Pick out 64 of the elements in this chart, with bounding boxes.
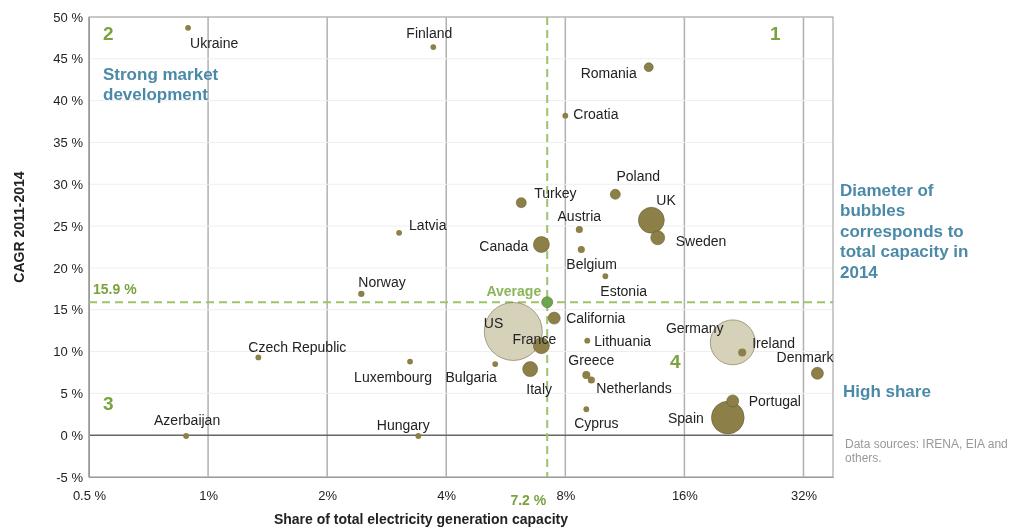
annotation: Ireland bbox=[752, 335, 796, 352]
y-tick-label: 35 % bbox=[53, 135, 84, 151]
y-tick-label: 10 % bbox=[53, 344, 84, 360]
annotation: France bbox=[512, 330, 557, 347]
annotation: Portugal bbox=[748, 392, 801, 409]
annotation: Turkey bbox=[534, 184, 577, 201]
annotation: Germany bbox=[665, 320, 724, 337]
annotation: 4 bbox=[670, 351, 681, 372]
text: Diameter of bubbles corresponds to total capacity in 2014 bbox=[840, 181, 969, 282]
y-tick-label: 20 % bbox=[53, 260, 84, 276]
annotation: Bulgaria bbox=[445, 368, 498, 385]
annotation: Romania bbox=[580, 65, 637, 82]
y-tick-label: 50 % bbox=[53, 9, 84, 25]
annotation: Denmark bbox=[776, 349, 835, 366]
annotation: Netherlands bbox=[596, 379, 672, 396]
annotation: Spain bbox=[668, 409, 704, 426]
y-tick-label: 0 % bbox=[60, 427, 84, 443]
annotation: 3 bbox=[103, 393, 114, 414]
annotation: Austria bbox=[557, 208, 602, 225]
annotation: Croatia bbox=[573, 105, 619, 122]
annotation: Belgium bbox=[566, 256, 617, 273]
annotation: UK bbox=[656, 192, 677, 209]
y-tick-label: -5 % bbox=[56, 469, 84, 485]
text: Data sources: IRENA, EIA and others. bbox=[845, 437, 1008, 466]
x-tick-label: 32% bbox=[790, 488, 818, 504]
annotation: Poland bbox=[616, 168, 661, 185]
x-tick-label: 1% bbox=[199, 488, 219, 504]
x-tick-label: 8% bbox=[556, 488, 576, 504]
annotation: Average bbox=[486, 283, 542, 300]
annotation: 1 bbox=[770, 23, 781, 44]
annotation: Strong market development bbox=[103, 65, 219, 105]
y-tick-label: 40 % bbox=[53, 93, 84, 109]
ref-line-label: 7.2 % bbox=[510, 492, 547, 508]
y-axis-title: CAGR 2011-2014 bbox=[11, 171, 27, 283]
annotation: Czech Republic bbox=[248, 339, 347, 356]
annotation: Estonia bbox=[600, 283, 648, 300]
y-tick-label: 45 % bbox=[53, 51, 84, 67]
ref-line-label: 15.9 % bbox=[93, 281, 138, 298]
annotation: Latvia bbox=[409, 216, 447, 233]
x-tick-label: 16% bbox=[671, 488, 699, 504]
y-tick-label: 15 % bbox=[53, 302, 84, 318]
annotation: Norway bbox=[358, 273, 406, 290]
annotation: Azerbaijan bbox=[154, 411, 221, 428]
annotation: Finland bbox=[406, 25, 453, 42]
x-axis-title: Share of total electricity generation capacity bbox=[273, 511, 569, 527]
x-tick-label: 2% bbox=[318, 488, 338, 504]
text: High share bbox=[843, 382, 931, 401]
annotation: US bbox=[483, 315, 504, 332]
annotation: 2 bbox=[103, 23, 114, 44]
annotation: Sweden bbox=[675, 232, 727, 249]
annotation: Cyprus bbox=[574, 415, 619, 432]
annotation: Italy bbox=[526, 381, 553, 398]
annotation: California bbox=[566, 309, 626, 326]
x-tick-label: 0.5 % bbox=[72, 488, 107, 504]
annotation: Lithuania bbox=[594, 332, 652, 349]
annotation: Hungary bbox=[376, 416, 430, 433]
x-tick-label: 4% bbox=[437, 488, 457, 504]
annotation: Ukraine bbox=[190, 34, 239, 51]
annotation: Luxembourg bbox=[354, 369, 432, 386]
annotation: Canada bbox=[479, 238, 529, 255]
y-tick-label: 25 % bbox=[53, 218, 84, 234]
annotation: Greece bbox=[568, 351, 615, 368]
y-tick-label: 30 % bbox=[53, 176, 84, 192]
y-tick-label: 5 % bbox=[60, 386, 84, 402]
